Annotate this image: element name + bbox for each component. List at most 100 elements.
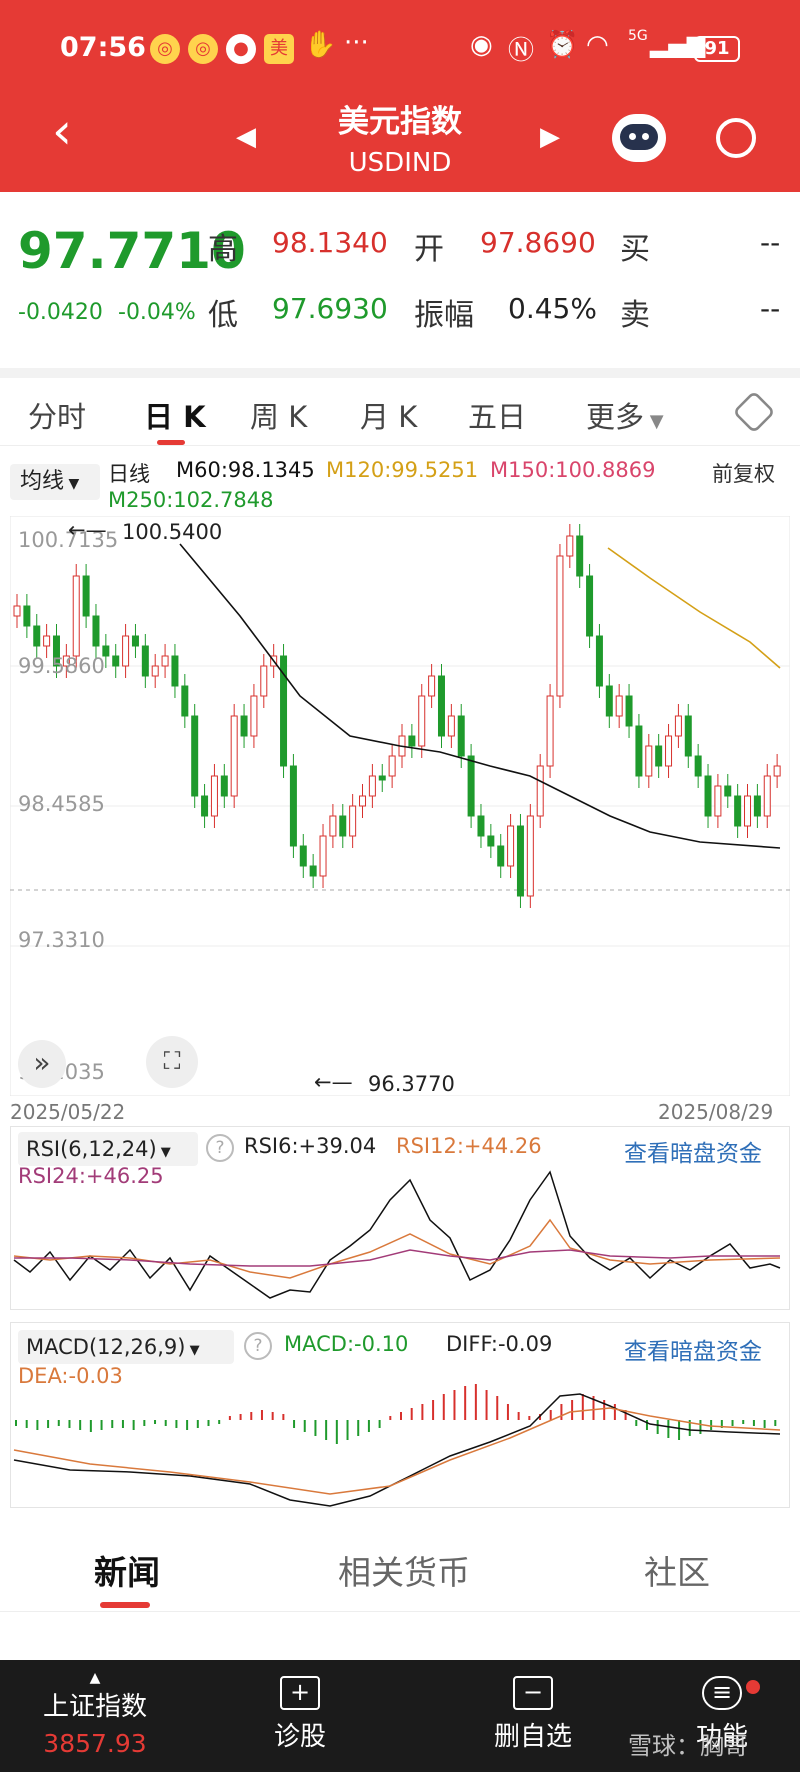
- buy-value: --: [760, 226, 781, 259]
- candle: [684, 715, 692, 757]
- settings-icon[interactable]: [732, 390, 776, 434]
- page-subtitle: USDIND: [348, 148, 452, 178]
- tab-intraday[interactable]: 分时: [28, 400, 87, 434]
- divider: [0, 368, 800, 378]
- tab-related-currency[interactable]: 相关货币: [338, 1553, 470, 1592]
- rsi12-value: RSI12:+44.26: [396, 1134, 542, 1158]
- help-icon[interactable]: ?: [244, 1332, 272, 1360]
- tab-weekly-k[interactable]: 周 K: [250, 400, 308, 434]
- period-tabs: 分时 日 K 周 K 月 K 五日 更多 ▼: [0, 380, 800, 446]
- index-name: 上证指数: [42, 1692, 147, 1722]
- tab-five-day[interactable]: 五日: [468, 400, 527, 434]
- candle: [546, 695, 554, 767]
- candle: [694, 755, 702, 777]
- macd-selector[interactable]: MACD(12,26,9) ▼: [18, 1330, 234, 1364]
- candle: [309, 865, 317, 877]
- tab-more[interactable]: 更多 ▼: [586, 394, 664, 436]
- candle: [487, 835, 495, 847]
- candle: [52, 635, 60, 667]
- candle: [23, 605, 31, 627]
- high-label: 高: [208, 232, 238, 267]
- features-label: 功能: [695, 1722, 748, 1752]
- candle: [674, 715, 682, 737]
- back-icon[interactable]: ‹: [52, 102, 72, 160]
- prev-icon[interactable]: ◀: [236, 122, 256, 152]
- candle: [82, 575, 90, 617]
- candle: [122, 635, 130, 667]
- candle: [220, 775, 228, 797]
- watermark: 雪球：胸哥: [628, 1732, 748, 1760]
- more-dots-icon: ···: [344, 28, 369, 58]
- y-tick-2: 99.5860: [18, 654, 105, 678]
- ma60-line: [179, 543, 781, 849]
- adjust-mode[interactable]: 前复权: [712, 462, 775, 486]
- low-value: 97.6930: [272, 292, 388, 325]
- price-change: -0.0420: [18, 300, 103, 325]
- rsi12-line: [13, 1218, 781, 1279]
- candle: [734, 795, 742, 827]
- index-ticker[interactable]: ▲ 上证指数 3857.93: [30, 1670, 160, 1758]
- dark-pool-link-2[interactable]: 查看暗盘资金: [624, 1339, 762, 1365]
- fullscreen-icon[interactable]: ⛶: [146, 1036, 198, 1088]
- candle: [536, 765, 544, 817]
- candle: [319, 835, 327, 877]
- candle: [714, 785, 722, 817]
- candle: [329, 815, 337, 837]
- expand-arrows-icon[interactable]: »: [18, 1040, 66, 1088]
- candle: [230, 715, 238, 797]
- candle: [526, 815, 534, 897]
- help-icon[interactable]: ?: [206, 1134, 234, 1162]
- candle: [62, 655, 70, 667]
- kline-chart[interactable]: [10, 516, 790, 1096]
- tab-monthly-k[interactable]: 月 K: [360, 400, 418, 434]
- eye-icon: ◉: [470, 30, 493, 60]
- candle: [408, 735, 416, 747]
- ma-selector[interactable]: 均线 ▼: [10, 464, 100, 500]
- candle: [339, 815, 347, 837]
- robot-icon[interactable]: [612, 114, 666, 162]
- candle: [418, 695, 426, 747]
- candle: [497, 845, 505, 867]
- features-button[interactable]: ≡ 功能: [672, 1676, 772, 1753]
- candle: [201, 795, 209, 817]
- diagnose-button[interactable]: + 诊股: [250, 1676, 350, 1753]
- diff-line: [13, 1393, 781, 1507]
- macd-selector-label: MACD(12,26,9): [26, 1335, 186, 1359]
- next-icon[interactable]: ▶: [540, 122, 560, 152]
- search-icon[interactable]: [716, 118, 756, 158]
- candle: [724, 785, 732, 797]
- candle: [753, 795, 761, 817]
- candle: [428, 675, 436, 697]
- hand-icon: ✋: [304, 30, 337, 60]
- candle: [240, 715, 248, 737]
- chevron-down-icon: ▼: [185, 1343, 200, 1358]
- min-price-mark: 96.3770: [368, 1072, 455, 1096]
- wifi-icon: ◠: [586, 30, 609, 60]
- active-tab-indicator: [157, 440, 185, 445]
- macd-chart: [13, 1384, 781, 1507]
- last-price: 97.7710: [18, 222, 246, 280]
- candle: [289, 765, 297, 847]
- date-end: 2025/08/29: [658, 1100, 774, 1124]
- tab-news[interactable]: 新闻: [94, 1553, 160, 1592]
- rsi6-value: RSI6:+39.04: [244, 1134, 377, 1158]
- candle: [92, 615, 100, 647]
- remove-watchlist-button[interactable]: − 删自选: [478, 1676, 588, 1753]
- candle: [368, 775, 376, 797]
- buy-label: 买: [620, 232, 650, 267]
- menu-icon: ≡: [702, 1676, 742, 1710]
- open-value: 97.8690: [480, 226, 596, 259]
- nfc-icon: Ⓝ: [508, 36, 535, 66]
- weibo-icon: ◎: [150, 34, 180, 64]
- dark-pool-link[interactable]: 查看暗盘资金: [624, 1141, 762, 1167]
- ma-selector-label: 均线: [20, 469, 65, 494]
- status-time: 07:56: [60, 32, 146, 63]
- chevron-down-icon: ▼: [156, 1145, 171, 1160]
- tab-daily-k[interactable]: 日 K: [144, 400, 206, 434]
- news-list-area: [0, 1612, 800, 1660]
- weibo-icon: ◎: [188, 34, 218, 64]
- rsi-selector[interactable]: RSI(6,12,24) ▼: [18, 1132, 198, 1166]
- candle: [586, 575, 594, 637]
- tab-community[interactable]: 社区: [644, 1553, 710, 1592]
- sell-label: 卖: [620, 298, 650, 333]
